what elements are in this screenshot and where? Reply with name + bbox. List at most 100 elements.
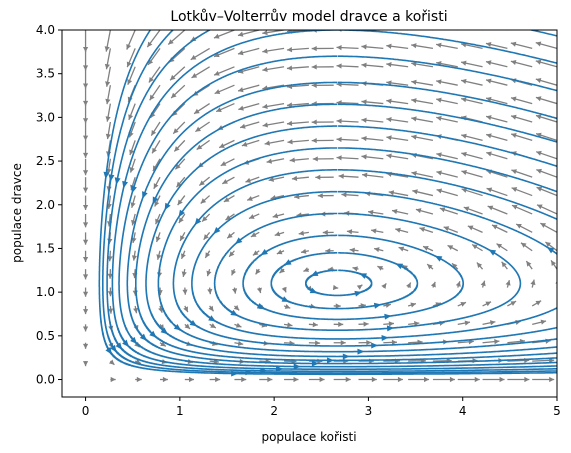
quiver-arrow [130,195,136,208]
quiver-arrow [535,41,557,50]
quiver-arrow [272,213,285,219]
quiver-arrow [482,320,496,326]
quiver-arrow [223,195,235,203]
quiver-arrow [383,302,392,308]
quiver-arrow [550,260,557,270]
quiver-arrow [457,320,471,326]
quiver-arrow [105,103,112,122]
quiver-arrow [82,30,89,52]
quiver-arrow [373,247,384,253]
quiver-arrow [213,30,235,39]
quiver-arrow [104,30,112,52]
quiver-arrow [510,96,533,105]
streamline-arrow [115,342,123,350]
x-tick-label: 3 [365,404,373,418]
x-axis-ticks: 0 1 2 3 4 5 [82,397,561,418]
quiver-arrow [395,227,409,233]
quiver-arrow [532,319,547,325]
quiver-arrow [200,195,211,204]
quiver-arrow [82,232,89,245]
quiver-arrow [268,176,285,182]
quiver-arrow [82,305,89,315]
quiver-arrow [529,30,533,31]
streamline-arrow [230,309,238,316]
quiver-arrow [407,302,417,308]
streamline-arrow [357,348,365,355]
quiver-arrow [283,304,291,309]
quiver-arrow [148,66,161,83]
quiver-arrow [428,30,433,31]
streamline [118,55,557,368]
streamline-arrow [122,180,128,189]
quiver-arrow [279,267,285,274]
quiver-arrow [454,30,458,31]
quiver-arrow [536,204,557,215]
streamline-arrow [152,196,159,205]
streamline [213,212,522,331]
quiver-arrow [289,157,309,163]
streamline [242,234,464,321]
streamline-arrow [114,177,121,185]
quiver-arrow [406,282,412,289]
quiver-arrow [198,176,211,187]
quiver-arrow [154,195,161,207]
streamline-arrow [546,246,555,254]
streamline-arrow [178,209,185,218]
quiver-arrow [312,156,334,162]
quiver-arrow [82,177,89,193]
quiver-arrow [82,342,89,349]
quiver-arrow [507,376,530,383]
quiver-arrow [308,322,318,328]
quiver-arrow [206,268,212,277]
quiver-arrow [129,140,136,156]
quiver-arrow [82,287,89,297]
streamline [98,30,557,376]
quiver-arrow [246,194,260,201]
quiver-arrow [201,213,211,223]
quiver-arrow [333,303,341,309]
quiver-arrow [333,340,346,346]
y-tick-label: 1.5 [36,241,55,255]
quiver-arrow [178,213,186,224]
quiver-arrow [179,232,186,242]
quiver-arrow [82,121,89,141]
streamline [191,190,557,340]
quiver-arrow [336,118,359,124]
quiver-arrow [411,134,434,142]
quiver-arrow [535,78,557,86]
quiver-arrow [361,154,384,160]
quiver-arrow [386,135,409,142]
quiver-arrow [193,103,210,115]
streamline-arrow [142,191,148,199]
quiver-arrow [411,116,434,123]
y-tick-label: 0.0 [36,373,55,387]
quiver-arrow [104,48,112,70]
quiver-arrow [155,213,161,225]
quiver-arrow [281,286,287,293]
quiver-arrow [557,377,571,382]
quiver-arrow [356,284,363,290]
quiver-arrow [108,305,114,314]
streamline-arrow [381,334,389,341]
quiver-arrow [358,339,372,346]
quiver-arrow [436,188,458,197]
quiver-arrow [234,376,247,383]
quiver-arrow [432,376,455,383]
streamline-arrow [108,174,115,182]
quiver-arrow [82,250,89,263]
quiver-arrow [262,30,285,36]
quiver-arrow [311,137,334,144]
quiver-arrow [486,187,508,197]
quiver-arrow [286,47,309,53]
quiver-arrow [159,341,167,347]
quiver-arrow [333,376,351,383]
quiver-arrow [479,30,483,31]
quiver-arrow [556,305,557,306]
quiver-arrow [276,249,285,255]
quiver-arrow [204,250,211,259]
quiver-arrow [126,30,136,50]
streamline-arrow [105,347,112,355]
quiver-arrow [238,102,260,111]
quiver-arrow [82,66,89,89]
